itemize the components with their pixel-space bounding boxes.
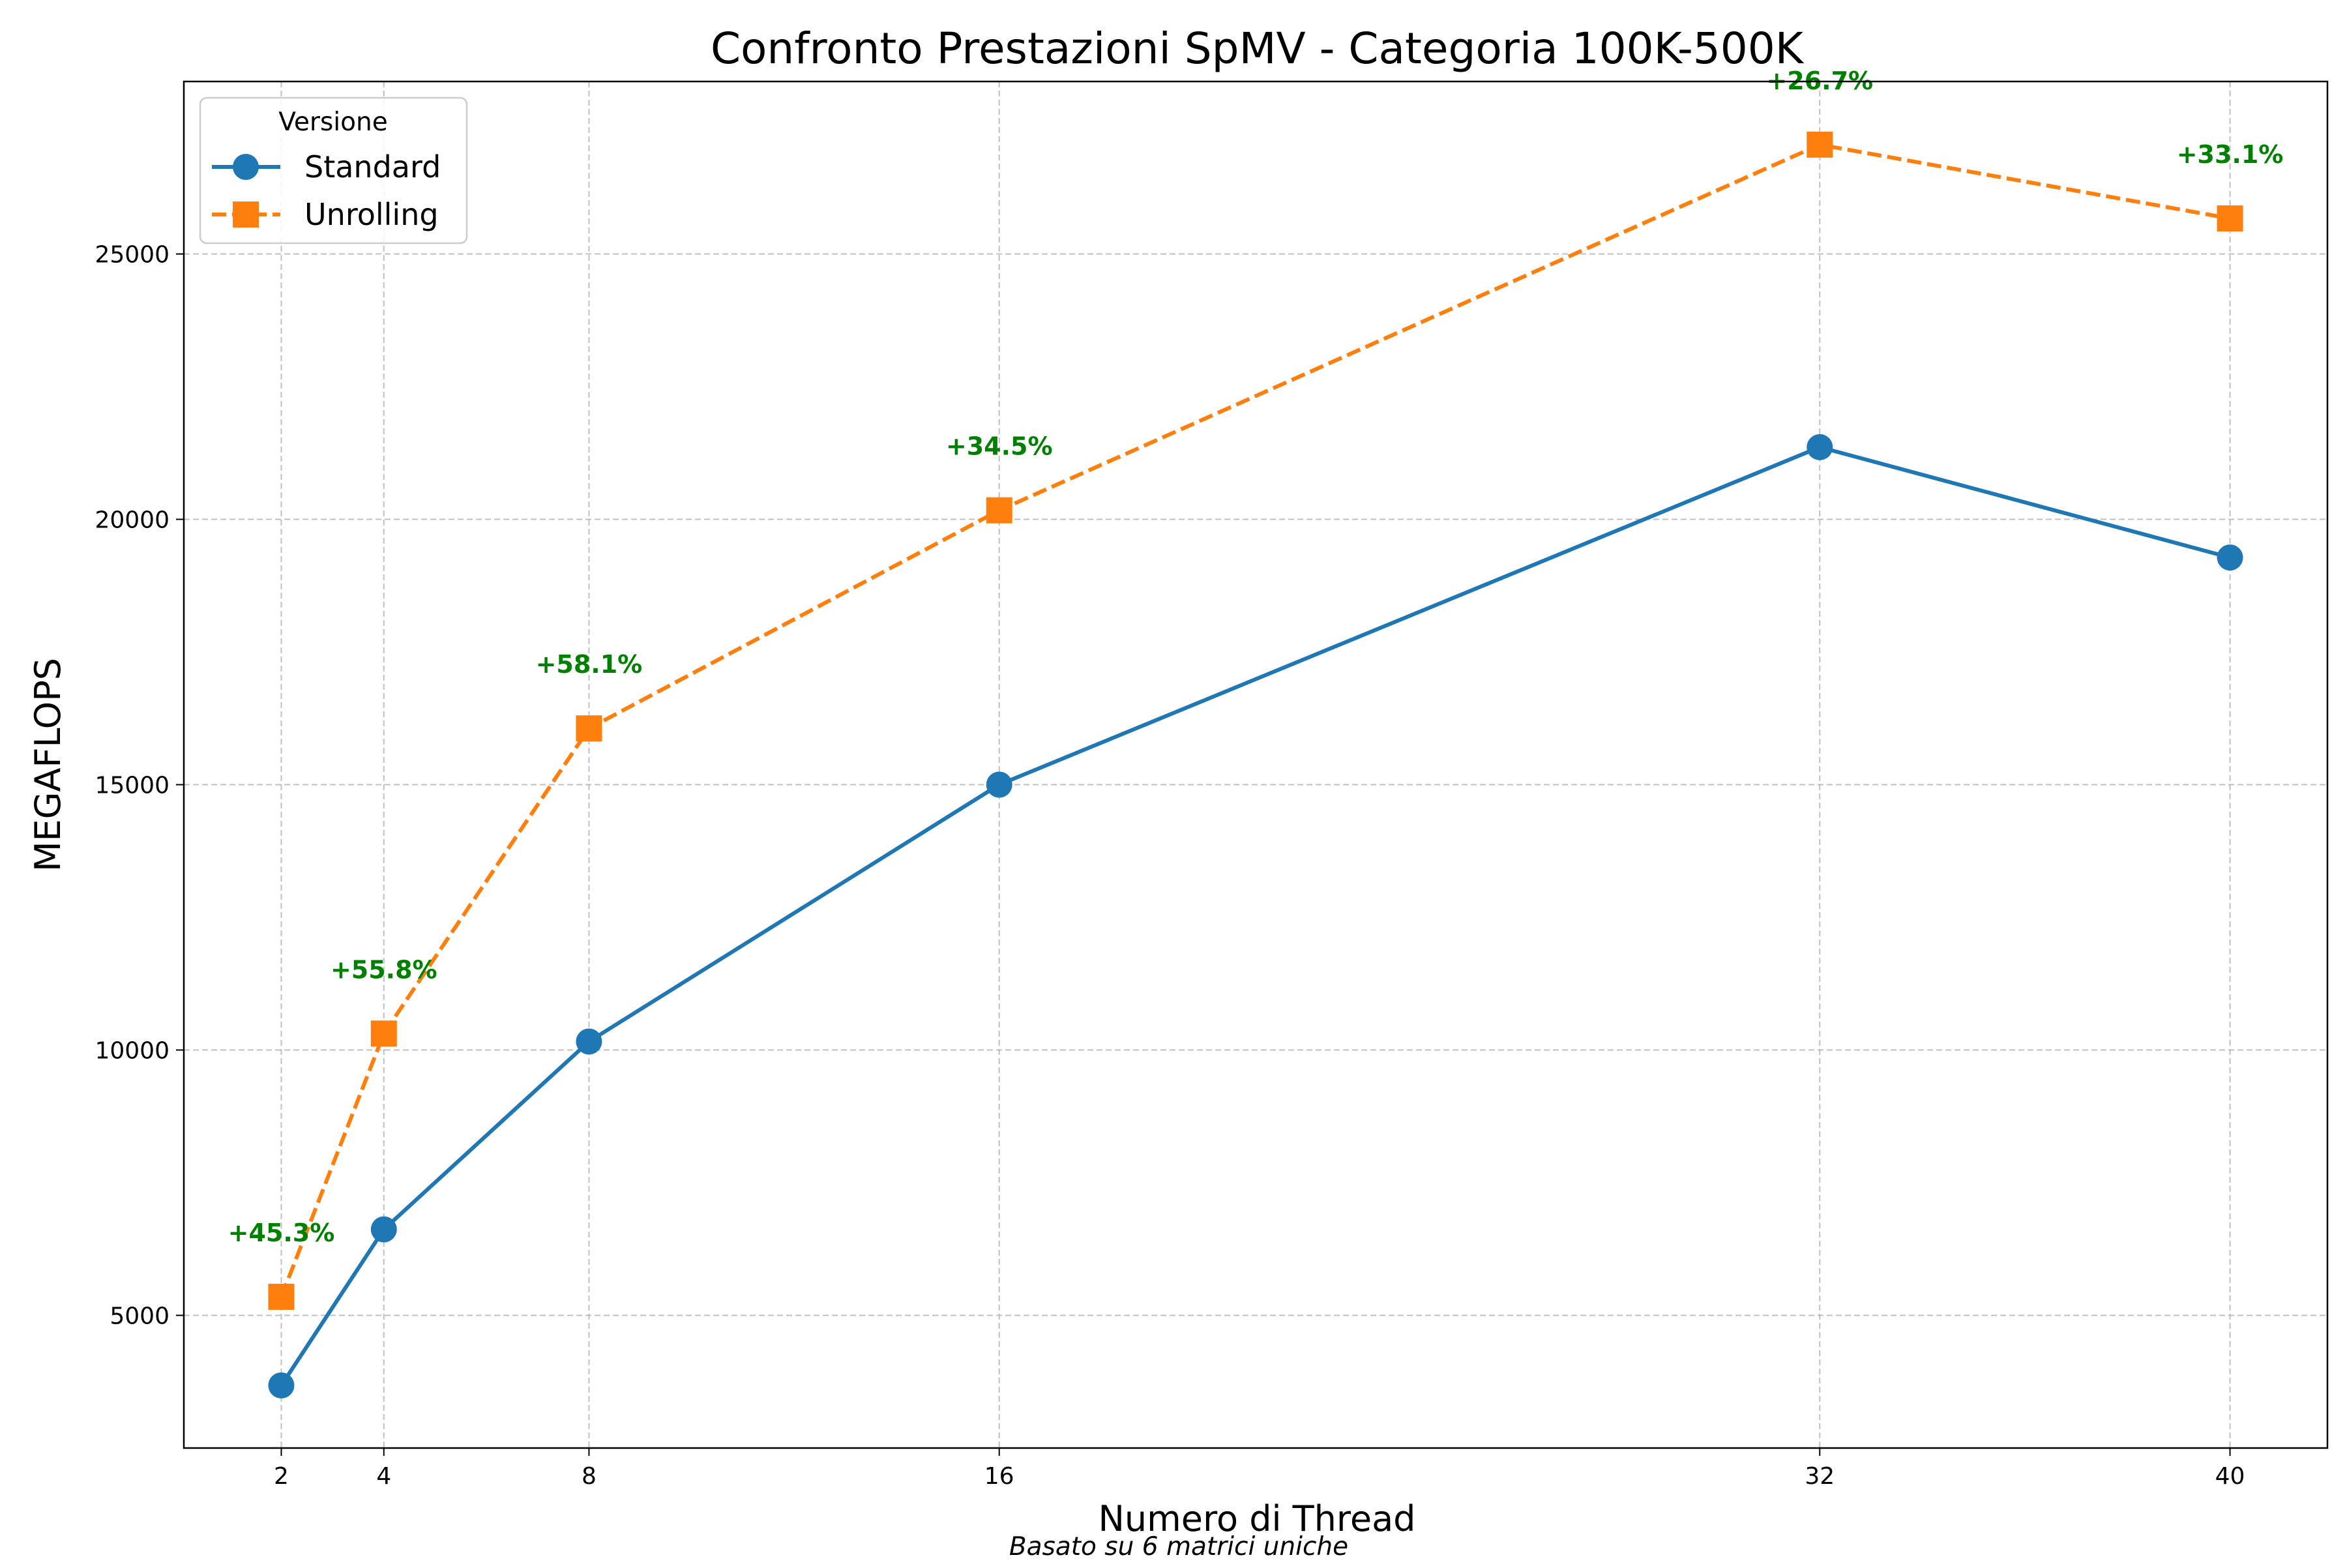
series-line bbox=[279, 445, 2231, 1387]
x-tick-label: 40 bbox=[2215, 1463, 2245, 1490]
data-point-circle bbox=[986, 771, 1012, 798]
data-point-square bbox=[268, 1284, 295, 1310]
series-standard bbox=[268, 434, 2243, 1398]
data-point-circle bbox=[2217, 544, 2243, 571]
gain-annotation: +55.8% bbox=[331, 955, 437, 984]
y-tick-label: 5000 bbox=[110, 1303, 170, 1330]
data-point-square bbox=[986, 497, 1012, 524]
data-point-square bbox=[2217, 205, 2243, 232]
y-tick-label: 10000 bbox=[95, 1038, 170, 1065]
legend-label: Unrolling bbox=[304, 197, 439, 232]
plot-frame bbox=[183, 80, 2329, 1449]
x-tick-label: 16 bbox=[984, 1463, 1014, 1490]
x-tick-label: 32 bbox=[1805, 1463, 1835, 1490]
legend: Versione Standard Unrolling bbox=[199, 96, 468, 244]
gain-annotation: +58.1% bbox=[536, 650, 643, 679]
legend-box bbox=[199, 96, 468, 244]
data-point-circle bbox=[268, 1372, 295, 1398]
x-axis-title: Numero di Thread bbox=[1099, 1498, 1416, 1539]
legend-marker-square bbox=[233, 201, 259, 228]
series-unrolling bbox=[268, 131, 2243, 1310]
data-point-square bbox=[370, 1020, 397, 1047]
data-point-square bbox=[576, 715, 602, 742]
gain-annotation: +34.5% bbox=[946, 432, 1053, 461]
gain-annotation: +33.1% bbox=[2177, 140, 2284, 169]
y-tick-label: 20000 bbox=[95, 507, 170, 534]
x-tick-label: 2 bbox=[274, 1463, 289, 1490]
legend-title: Versione bbox=[278, 108, 387, 137]
y-axis-title: MEGAFLOPS bbox=[27, 658, 68, 872]
x-tick-label: 4 bbox=[376, 1463, 391, 1490]
chart-title: Confronto Prestazioni SpMV - Categoria 1… bbox=[711, 23, 1805, 74]
footnote: Basato su 6 matrici uniche bbox=[1009, 1532, 1348, 1561]
legend-label: Standard bbox=[304, 149, 441, 185]
gain-annotation: +45.3% bbox=[228, 1219, 335, 1247]
series-line bbox=[279, 142, 2231, 1298]
data-point-circle bbox=[370, 1216, 397, 1243]
y-tick-label: 25000 bbox=[95, 242, 170, 269]
data-point-circle bbox=[1807, 434, 1833, 460]
x-tick-label: 8 bbox=[582, 1463, 597, 1490]
legend-marker-circle bbox=[233, 154, 259, 180]
data-point-square bbox=[1807, 131, 1833, 158]
y-tick-label: 15000 bbox=[95, 773, 170, 799]
data-point-circle bbox=[576, 1028, 602, 1055]
